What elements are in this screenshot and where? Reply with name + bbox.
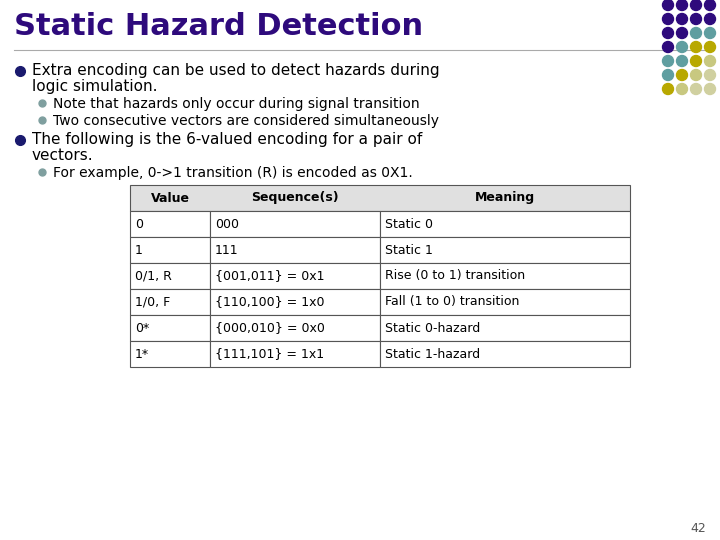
Bar	[130, 341, 210, 367]
Bar	[210, 211, 380, 237]
Circle shape	[704, 42, 716, 52]
Circle shape	[662, 84, 673, 94]
Bar	[380, 341, 630, 367]
Circle shape	[677, 14, 688, 24]
Circle shape	[677, 84, 688, 94]
Circle shape	[690, 84, 701, 94]
Text: logic simulation.: logic simulation.	[32, 79, 158, 94]
Circle shape	[704, 84, 716, 94]
Bar	[130, 263, 210, 289]
Text: Static 0: Static 0	[385, 218, 433, 231]
Bar	[210, 289, 380, 315]
Circle shape	[704, 28, 716, 38]
Circle shape	[662, 70, 673, 80]
Text: The following is the 6-valued encoding for a pair of: The following is the 6-valued encoding f…	[32, 132, 422, 147]
Text: Value: Value	[150, 192, 189, 205]
Text: 1*: 1*	[135, 348, 149, 361]
Text: 0/1, R: 0/1, R	[135, 269, 172, 282]
Circle shape	[704, 14, 716, 24]
Bar	[380, 237, 630, 263]
Text: Static Hazard Detection: Static Hazard Detection	[14, 12, 423, 41]
Text: 0: 0	[135, 218, 143, 231]
Circle shape	[690, 0, 701, 10]
Text: 111: 111	[215, 244, 238, 256]
Circle shape	[677, 28, 688, 38]
Text: Fall (1 to 0) transition: Fall (1 to 0) transition	[385, 295, 519, 308]
Circle shape	[704, 56, 716, 66]
Text: Two consecutive vectors are considered simultaneously: Two consecutive vectors are considered s…	[53, 114, 439, 128]
Circle shape	[662, 28, 673, 38]
Bar	[380, 211, 630, 237]
Bar	[380, 289, 630, 315]
Text: Static 1-hazard: Static 1-hazard	[385, 348, 480, 361]
Bar	[210, 237, 380, 263]
Circle shape	[690, 28, 701, 38]
Circle shape	[677, 0, 688, 10]
Circle shape	[662, 14, 673, 24]
Text: Note that hazards only occur during signal transition: Note that hazards only occur during sign…	[53, 97, 420, 111]
Text: {000,010} = 0x0: {000,010} = 0x0	[215, 321, 325, 334]
Bar	[130, 237, 210, 263]
Circle shape	[690, 14, 701, 24]
Text: Meaning: Meaning	[475, 192, 535, 205]
Circle shape	[677, 70, 688, 80]
Bar	[130, 211, 210, 237]
Text: 1/0, F: 1/0, F	[135, 295, 170, 308]
Circle shape	[662, 0, 673, 10]
Text: 1: 1	[135, 244, 143, 256]
Text: {111,101} = 1x1: {111,101} = 1x1	[215, 348, 324, 361]
Text: Extra encoding can be used to detect hazards during: Extra encoding can be used to detect haz…	[32, 63, 440, 78]
Circle shape	[662, 42, 673, 52]
Bar	[130, 185, 630, 211]
Circle shape	[677, 42, 688, 52]
Text: 000: 000	[215, 218, 239, 231]
Text: Sequence(s): Sequence(s)	[251, 192, 339, 205]
Circle shape	[704, 0, 716, 10]
Bar	[380, 263, 630, 289]
Circle shape	[690, 70, 701, 80]
Bar	[210, 315, 380, 341]
Text: Static 1: Static 1	[385, 244, 433, 256]
Text: For example, 0->1 transition (R) is encoded as 0X1.: For example, 0->1 transition (R) is enco…	[53, 166, 413, 180]
Circle shape	[690, 56, 701, 66]
Bar	[210, 263, 380, 289]
Text: Rise (0 to 1) transition: Rise (0 to 1) transition	[385, 269, 525, 282]
Bar	[130, 315, 210, 341]
Circle shape	[662, 56, 673, 66]
Circle shape	[704, 70, 716, 80]
Bar	[210, 341, 380, 367]
Text: 42: 42	[690, 522, 706, 535]
Text: {001,011} = 0x1: {001,011} = 0x1	[215, 269, 325, 282]
Text: Static 0-hazard: Static 0-hazard	[385, 321, 480, 334]
Circle shape	[677, 56, 688, 66]
Text: {110,100} = 1x0: {110,100} = 1x0	[215, 295, 325, 308]
Text: vectors.: vectors.	[32, 148, 94, 163]
Circle shape	[690, 42, 701, 52]
Bar	[130, 289, 210, 315]
Bar	[380, 315, 630, 341]
Text: 0*: 0*	[135, 321, 149, 334]
